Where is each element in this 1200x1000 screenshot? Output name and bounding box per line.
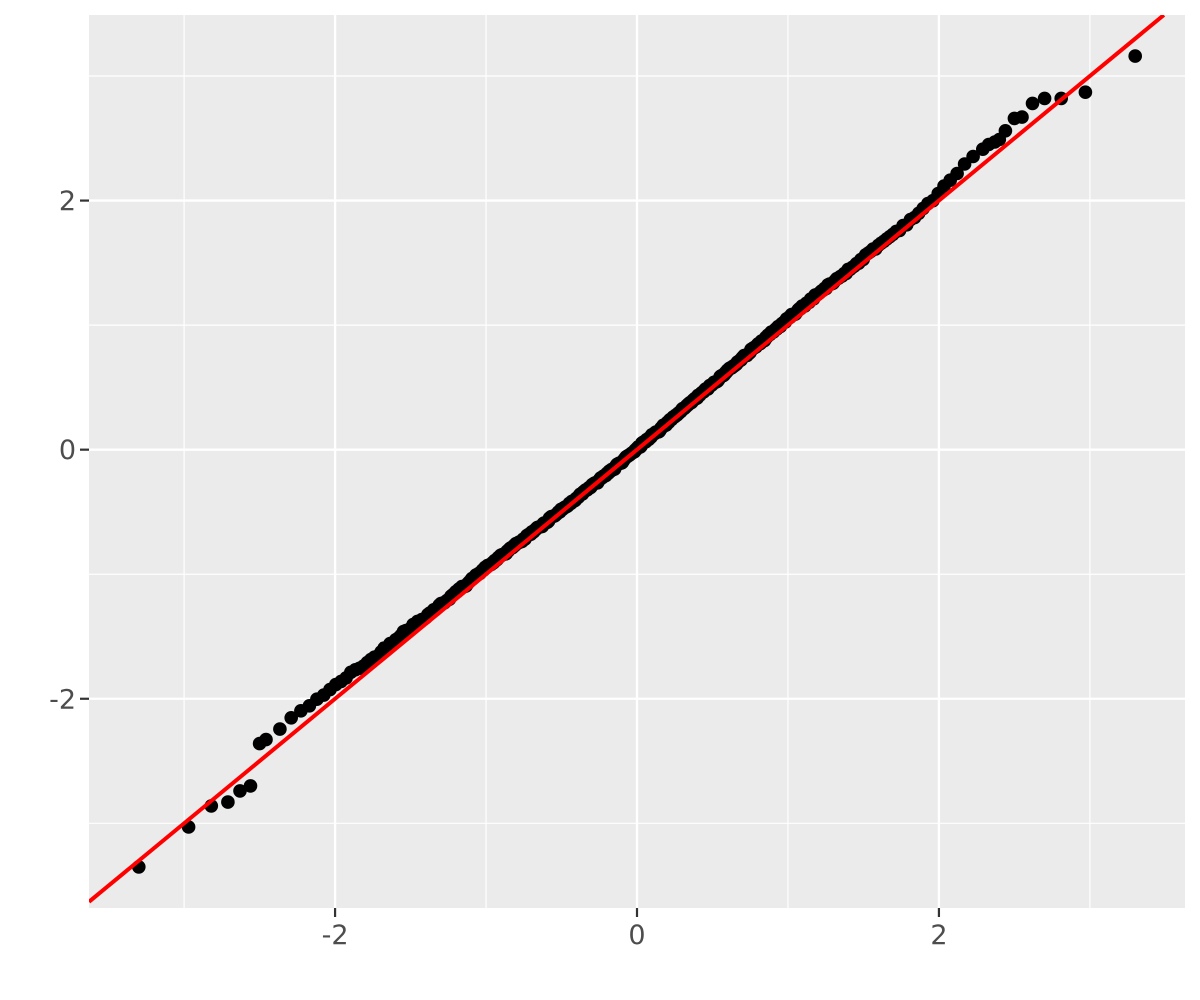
data-point: [1025, 96, 1040, 111]
data-point: [1128, 49, 1142, 63]
data-point: [233, 784, 247, 798]
major-gridlines: [89, 15, 1185, 908]
data-point: [243, 779, 258, 793]
x-axis: -2 0 2: [322, 908, 948, 951]
y-tick-label: -2: [49, 684, 76, 715]
x-tick-label: 0: [628, 920, 645, 951]
data-point: [1037, 91, 1052, 106]
data-point: [221, 795, 235, 809]
qq-reference-line: [89, 15, 1166, 904]
x-tick-label: -2: [322, 920, 349, 951]
data-point: [966, 149, 980, 164]
data-point: [273, 722, 287, 736]
data-point: [950, 166, 964, 181]
data-point: [284, 711, 299, 725]
data-point: [998, 124, 1013, 138]
data-point: [1078, 85, 1093, 99]
data-point: [259, 732, 273, 747]
y-axis: -2 0 2: [49, 186, 89, 715]
y-tick-label: 2: [59, 186, 76, 217]
data-point: [1015, 110, 1029, 124]
x-tick-label: 2: [930, 920, 947, 951]
y-tick-label: 0: [59, 435, 76, 466]
